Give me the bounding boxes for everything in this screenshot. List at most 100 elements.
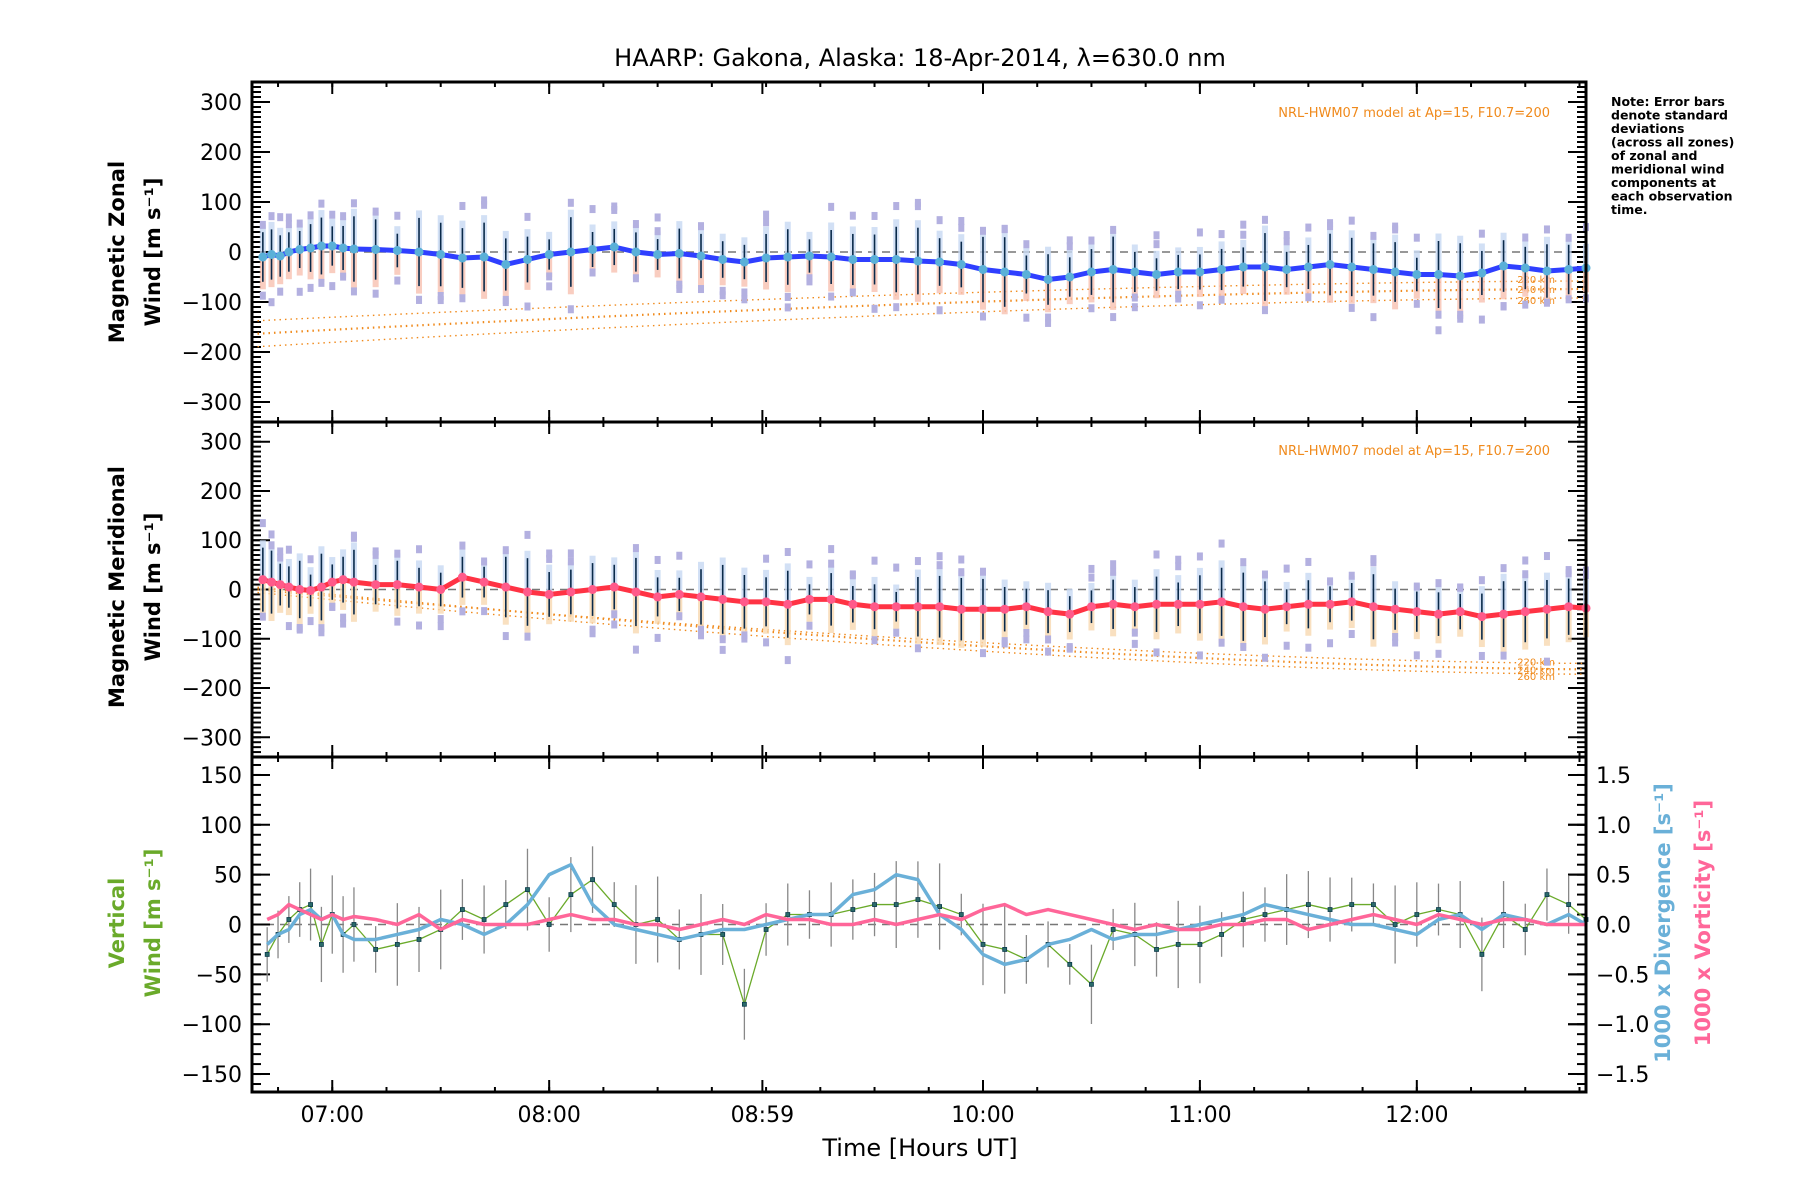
zone-point — [259, 291, 266, 300]
zone-point — [828, 202, 835, 211]
wind-point — [371, 245, 381, 254]
zone-point — [611, 202, 618, 211]
wind-point — [588, 245, 598, 254]
zone-point — [763, 218, 770, 227]
zone-point — [632, 274, 639, 283]
wind-point — [783, 252, 793, 262]
zone-point — [893, 303, 900, 312]
y-tick-label: 0 — [228, 241, 242, 266]
zone-point — [1196, 301, 1203, 310]
zonal-ylabel-line1: Magnetic Zonal — [105, 161, 129, 343]
zone-point — [1153, 240, 1160, 249]
zone-point — [1131, 639, 1138, 648]
zone-point — [1305, 643, 1312, 652]
wind-point — [501, 260, 511, 269]
zone-point — [481, 200, 488, 209]
wind-point — [1021, 602, 1031, 612]
y-tick-label: −150 — [182, 1063, 242, 1088]
zone-point — [546, 554, 553, 563]
wind-point — [739, 257, 749, 267]
zone-point — [1283, 231, 1290, 240]
wind-point — [522, 255, 532, 264]
zone-point — [307, 283, 314, 292]
vertical-wind-point — [1349, 902, 1355, 907]
zone-point — [1001, 637, 1008, 646]
wind-point — [1217, 597, 1227, 607]
wind-point — [295, 245, 305, 254]
wind-point — [284, 582, 294, 592]
zone-point — [1413, 651, 1420, 660]
zone-point — [1413, 299, 1420, 308]
zone-point — [268, 212, 275, 221]
zone-point — [741, 631, 748, 640]
y-tick-label: 0 — [228, 579, 242, 604]
y2-tick-label: 1.0 — [1596, 814, 1631, 839]
zone-point — [1500, 651, 1507, 660]
wind-point — [1368, 602, 1378, 612]
wind-point — [1282, 602, 1292, 612]
zone-point — [524, 632, 531, 641]
wind-point — [1477, 268, 1487, 278]
wind-point — [609, 582, 619, 592]
zone-point — [1413, 582, 1420, 591]
zone-point — [741, 288, 748, 297]
zone-point — [372, 289, 379, 298]
zone-point — [277, 547, 284, 556]
zone-point — [459, 607, 466, 616]
model-height-label: 220 km — [1517, 275, 1555, 286]
wind-point — [522, 587, 532, 597]
zone-point — [259, 612, 266, 621]
zone-point — [784, 547, 791, 556]
zone-point — [893, 563, 900, 572]
zone-point — [1175, 562, 1182, 571]
wind-point — [891, 602, 901, 612]
y-tick-label: −300 — [182, 726, 242, 751]
vertical-wind-point — [1436, 907, 1441, 912]
vertical-ylabel-line2: Wind [m s⁻¹] — [141, 849, 165, 998]
wind-point — [1325, 260, 1335, 269]
zone-point — [806, 560, 813, 569]
vertical-wind-point — [1544, 892, 1550, 897]
note-line: time. — [1611, 202, 1648, 217]
model-height-label: 220 km — [1517, 657, 1555, 668]
wind-point — [544, 589, 554, 599]
zone-point — [1370, 558, 1377, 567]
zone-point — [268, 298, 275, 307]
vertical-wind-point — [590, 877, 595, 883]
zone-point — [546, 282, 553, 291]
zone-point — [871, 211, 878, 220]
zone-point — [1413, 233, 1420, 242]
vertical-wind-point — [785, 912, 791, 917]
zone-point — [1045, 313, 1052, 322]
zone-point — [676, 280, 683, 289]
wind-point — [1065, 272, 1075, 282]
zone-point — [589, 268, 596, 277]
vertical-ylabel-line1: Vertical — [105, 878, 129, 969]
y-tick-label: 100 — [200, 191, 242, 216]
zone-point — [1110, 225, 1117, 234]
zone-point — [719, 645, 726, 654]
note-line: (across all zones) — [1611, 135, 1734, 150]
zone-point — [459, 294, 466, 303]
zone-point — [806, 274, 813, 283]
wind-point — [653, 250, 663, 259]
note-line: of zonal and — [1611, 148, 1698, 163]
zone-point — [1153, 231, 1160, 240]
wind-point — [588, 585, 598, 594]
wind-point — [1043, 607, 1053, 617]
zone-point — [481, 557, 488, 566]
zone-point — [394, 211, 401, 220]
vertical-wind-point — [1262, 912, 1268, 917]
y-tick-label: 150 — [200, 764, 242, 789]
wind-point — [1260, 262, 1270, 272]
zone-point — [1565, 295, 1572, 304]
zone-point — [676, 612, 683, 621]
zone-point — [828, 292, 835, 301]
zone-point — [502, 295, 509, 304]
vertical-wind-point — [980, 942, 986, 947]
